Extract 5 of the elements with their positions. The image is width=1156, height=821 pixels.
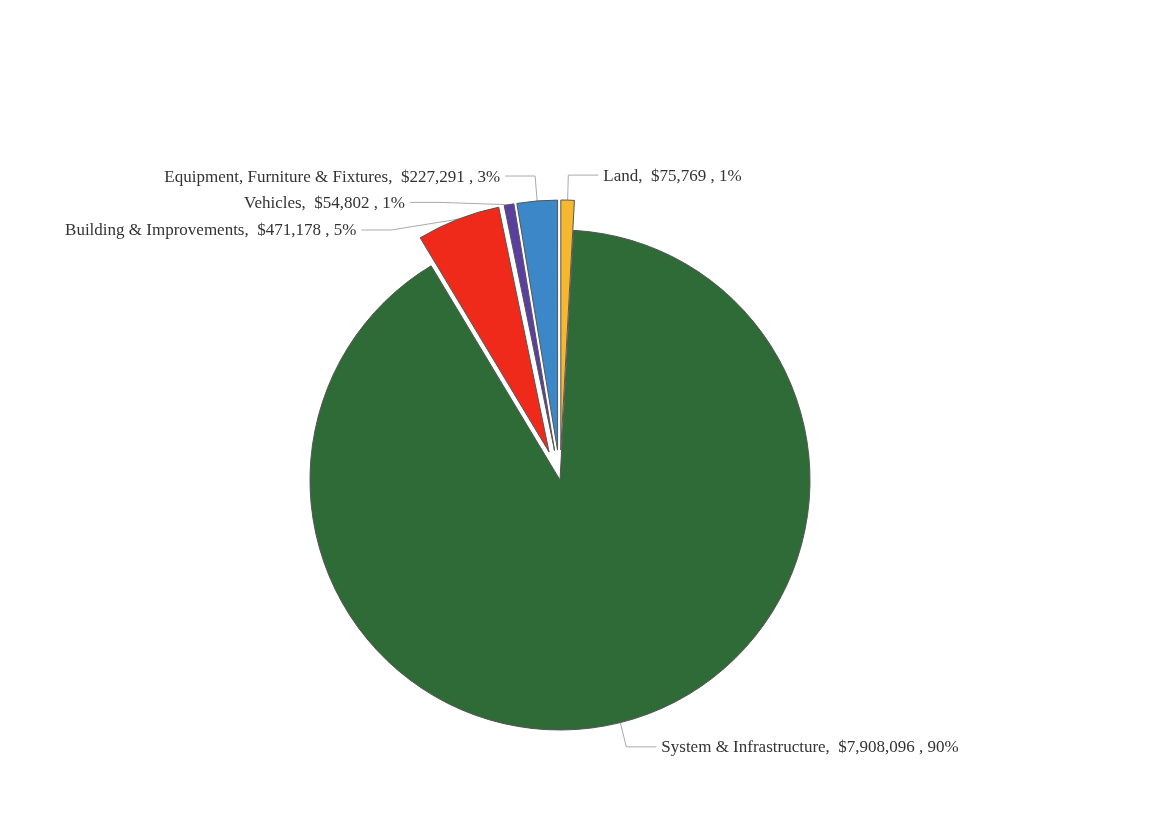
slice-label: System & Infrastructure, $7,908,096 , 90% (661, 737, 959, 757)
slice-label: Land, $75,769 , 1% (603, 165, 742, 185)
slice-label: Equipment, Furniture & Fixtures, $227,291 , 3% (164, 166, 501, 186)
slice-label: Building & Improvements, $471,178 , 5% (65, 220, 357, 240)
slice-label: Vehicles, $54,802 , 1% (244, 192, 406, 212)
